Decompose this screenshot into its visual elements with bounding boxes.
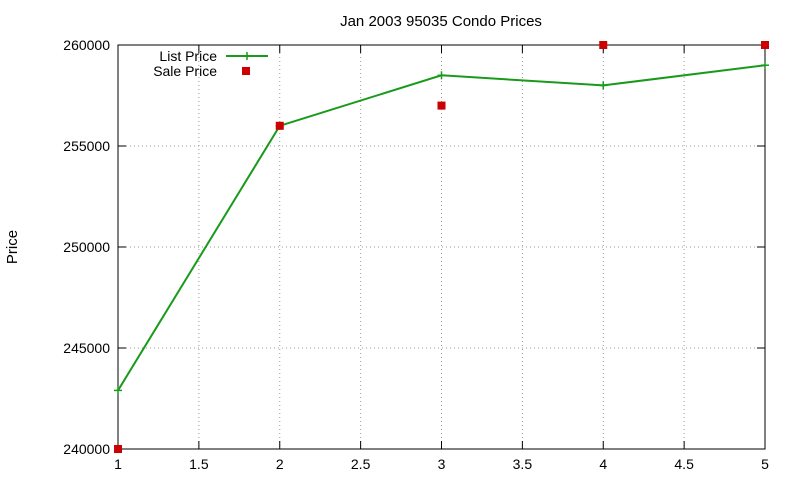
sale-price-point [114,445,122,453]
y-tick-label: 250000 [63,239,110,255]
chart-title: Jan 2003 95035 Condo Prices [340,13,542,30]
legend-swatch-list-price [226,52,268,60]
y-tick-label: 240000 [63,441,110,457]
sale-price-point [275,121,284,130]
x-tick-label: 1 [114,456,122,472]
sale-price-point [761,41,769,49]
x-tick-label: 2.5 [351,456,371,472]
x-tick-label: 5 [761,456,769,472]
list-price-point [437,71,446,80]
x-tick-label: 3.5 [513,456,533,472]
sale-price-point [437,101,446,110]
y-tick-label: 255000 [63,138,110,154]
y-axis-label: Price [4,230,21,264]
list-price-point [761,61,769,70]
x-tick-label: 4.5 [674,456,694,472]
x-tick-label: 2 [276,456,284,472]
legend-label: Sale Price [153,63,217,79]
list-price-point [114,386,122,395]
grid-layer [118,45,765,449]
x-tick-label: 4 [599,456,607,472]
x-tick-label: 3 [438,456,446,472]
series-layer [114,41,769,453]
tick-layer: 240000 245000 250000 255000 260000 1 1.5 2 2.5 3 3… [63,37,769,472]
list-price-point [599,81,608,90]
x-tick-label: 1.5 [189,456,209,472]
sale-price-point [599,41,608,49]
y-tick-label: 245000 [63,340,110,356]
legend-label: List Price [159,48,217,64]
y-tick-label: 260000 [63,37,110,53]
legend-swatch-sale-price [242,67,250,75]
